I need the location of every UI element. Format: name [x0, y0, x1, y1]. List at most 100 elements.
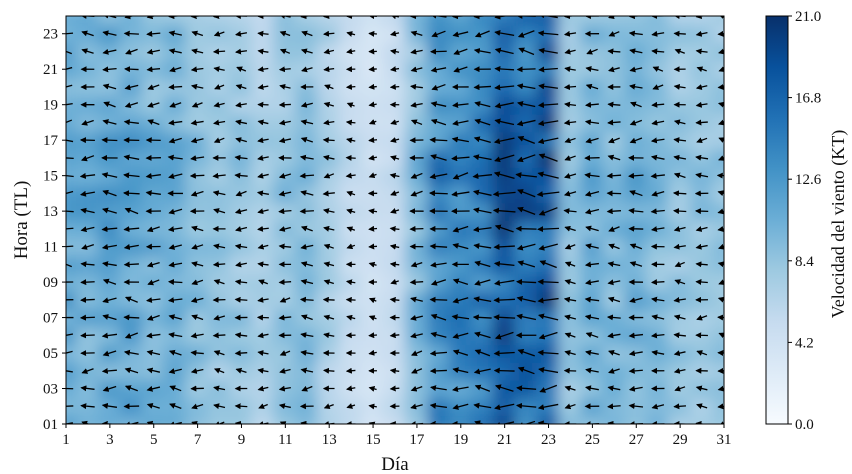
wind-vector	[492, 190, 516, 197]
wind-vector	[345, 154, 356, 161]
x-tick-label: 3	[106, 432, 114, 448]
wind-vector	[517, 366, 535, 375]
wind-vector	[301, 30, 313, 37]
wind-vector	[190, 349, 204, 356]
wind-vector	[607, 261, 621, 268]
wind-vector	[628, 332, 644, 339]
heatmap-cell	[163, 414, 188, 424]
wind-vector	[493, 350, 515, 357]
wind-vector	[473, 243, 492, 250]
heatmap-cell	[690, 16, 715, 26]
wind-vector	[214, 84, 225, 90]
wind-vector	[212, 332, 226, 339]
wind-vector	[452, 386, 469, 392]
heatmap-cell	[185, 414, 210, 424]
wind-vector	[673, 314, 686, 321]
wind-vector	[234, 279, 248, 285]
wind-vector	[191, 420, 200, 424]
wind-vector	[123, 261, 139, 268]
wind-vector	[81, 420, 90, 424]
wind-vector	[585, 367, 599, 374]
wind-vector	[452, 102, 469, 108]
wind-vector	[564, 332, 576, 339]
heatmap-cell	[251, 414, 276, 424]
wind-vector	[299, 154, 314, 161]
wind-vector	[410, 403, 423, 410]
wind-vector	[346, 314, 356, 321]
wind-vector	[516, 278, 537, 285]
wind-vector	[673, 172, 686, 179]
wind-vector	[346, 31, 356, 37]
wind-vector	[103, 101, 116, 108]
wind-vector	[390, 190, 400, 196]
wind-vector	[673, 83, 686, 90]
wind-vector	[168, 332, 183, 338]
wind-vector	[323, 66, 335, 73]
heatmap-cell	[426, 16, 451, 26]
wind-vector	[674, 385, 686, 392]
wind-vector	[695, 420, 707, 424]
wind-vector	[346, 226, 356, 233]
heatmap-cell	[66, 77, 78, 97]
heatmap-cell	[66, 414, 78, 424]
wind-vector	[257, 48, 269, 55]
heatmap-cell	[97, 16, 122, 26]
wind-vector	[628, 172, 644, 179]
wind-vector	[430, 66, 447, 73]
heatmap-cell	[66, 41, 78, 62]
wind-vector	[346, 208, 356, 215]
wind-vector	[695, 48, 708, 55]
x-tick-label: 17	[409, 432, 425, 448]
wind-vector	[452, 243, 469, 250]
y-tick-label: 09	[43, 275, 58, 291]
wind-vector	[146, 261, 160, 268]
wind-vector	[323, 403, 334, 409]
y-tick-label: 21	[43, 62, 58, 78]
wind-vector	[257, 261, 269, 268]
wind-vector	[537, 30, 559, 37]
wind-vector	[430, 279, 447, 286]
wind-vector	[147, 279, 160, 286]
heatmap-cell	[558, 414, 583, 424]
wind-vector	[695, 385, 708, 392]
wind-vector	[517, 349, 535, 357]
wind-vector	[538, 83, 559, 90]
wind-vector	[122, 190, 140, 197]
wind-vector	[608, 16, 617, 20]
wind-vector	[101, 367, 117, 374]
wind-vector	[564, 66, 576, 73]
wind-vector	[538, 66, 558, 73]
wind-vector	[472, 173, 493, 180]
wind-vector	[323, 101, 334, 108]
wind-vector	[564, 137, 576, 144]
wind-vector	[410, 119, 423, 126]
wind-vector	[607, 403, 621, 410]
wind-vector	[474, 349, 491, 357]
wind-vector	[493, 243, 515, 250]
heatmap-cell	[558, 16, 583, 26]
y-tick-label: 07	[43, 311, 59, 327]
wind-vector	[234, 154, 248, 161]
wind-vector	[651, 48, 665, 55]
heatmap-cell	[646, 16, 671, 26]
wind-vector	[494, 118, 515, 126]
plot-frame	[65, 15, 725, 425]
heatmap-cell	[712, 414, 724, 424]
wind-vector	[429, 402, 448, 409]
wind-vector	[429, 296, 448, 303]
wind-vector	[474, 260, 491, 268]
wind-vector	[390, 155, 400, 162]
heatmap-cell	[66, 16, 78, 26]
wind-vector	[368, 261, 377, 268]
wind-vector	[586, 48, 598, 55]
heatmap-cell	[426, 414, 451, 424]
wind-vector	[257, 155, 269, 161]
wind-vector	[368, 332, 378, 339]
wind-vector	[651, 314, 665, 321]
wind-vector	[167, 154, 183, 161]
wind-vector	[517, 420, 536, 424]
wind-vector	[146, 16, 157, 20]
wind-vector	[673, 30, 686, 37]
wind-vector	[628, 403, 644, 410]
colorbar-tick-label: 4.2	[795, 335, 814, 351]
